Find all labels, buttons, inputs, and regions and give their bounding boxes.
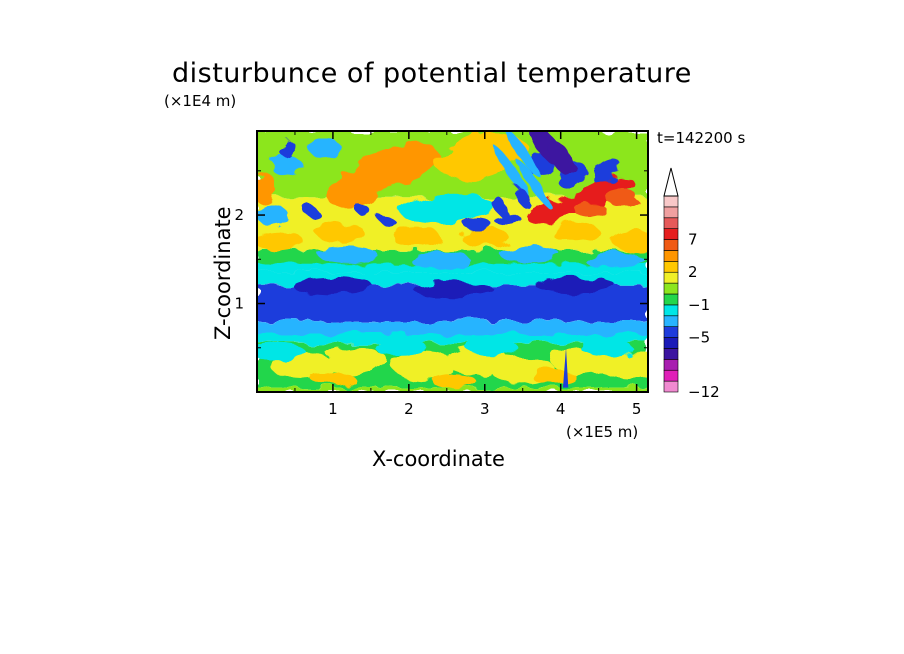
field-cell [545, 138, 576, 177]
field-cell [516, 159, 552, 209]
field-cell [612, 231, 648, 252]
field-cell [292, 277, 373, 294]
colorbar-segment [663, 315, 679, 327]
colorbar-segment [663, 304, 679, 317]
field-cell [323, 347, 388, 376]
field-band [257, 263, 648, 273]
y-axis-unit: (×1E4 m) [164, 92, 237, 110]
field-cell [257, 172, 277, 205]
colorbar: 7 2 −1 −5 −12 [663, 167, 720, 401]
field-cell [376, 213, 396, 226]
field-cell [318, 246, 379, 263]
field-cell [531, 369, 576, 384]
field-cell [592, 157, 621, 184]
x-axis-unit: (×1E5 m) [566, 423, 639, 441]
chart-title: disturbunce of potential temperature [172, 58, 692, 89]
contour-field [257, 131, 648, 392]
field-plume [562, 347, 569, 388]
colorbar-segment [663, 239, 679, 251]
x-tick-label: 4 [556, 400, 566, 418]
field-cell [466, 339, 519, 356]
field-cell [309, 138, 342, 159]
field-cell [409, 251, 470, 268]
field-cell [579, 176, 634, 201]
field-cell [310, 371, 355, 386]
field-cell [605, 189, 638, 206]
colorbar-label: 2 [688, 263, 698, 281]
field-cell [326, 168, 385, 209]
field-cell [257, 231, 304, 252]
field-cell [392, 351, 457, 380]
time-label: t=142200 s [657, 129, 746, 147]
field-cell [414, 282, 495, 299]
field-cell [575, 202, 608, 219]
colorbar-segment [663, 282, 679, 295]
colorbar-label: −12 [688, 383, 720, 401]
colorbar-segment [663, 195, 679, 208]
field-layers [257, 131, 648, 392]
field-cell [300, 204, 320, 217]
x-axis-label: X-coordinate [372, 447, 505, 471]
field-cell [580, 339, 633, 356]
y-axis-ticks: 12 [234, 170, 648, 349]
x-tick-label: 1 [328, 400, 338, 418]
colorbar-segment [663, 369, 679, 382]
field-cell [460, 227, 509, 248]
field-cell [257, 344, 306, 361]
y-tick-label: 1 [234, 295, 244, 313]
field-cell [414, 194, 495, 219]
colorbar-segment [663, 271, 679, 284]
colorbar-segment [663, 337, 679, 349]
colorbar-segment [663, 261, 679, 273]
field-cell [432, 374, 477, 389]
colorbar-label: −5 [688, 329, 710, 347]
colorbar-segment [663, 326, 679, 338]
colorbar-segment [663, 217, 679, 229]
field-cell [551, 222, 600, 243]
field-cell [271, 156, 304, 177]
plot-frame [256, 130, 649, 393]
field-cell [492, 195, 508, 218]
colorbar-extend-max [663, 167, 679, 197]
x-tick-label: 5 [632, 400, 642, 418]
field-cell [257, 205, 289, 226]
field-cell [375, 339, 428, 356]
field-band [257, 321, 648, 335]
field-cell [597, 351, 648, 380]
field-cell [493, 213, 522, 226]
colorbar-segment [663, 228, 679, 240]
field-cell [535, 277, 616, 294]
field-cell [583, 251, 644, 268]
field-band [257, 334, 648, 344]
colorbar-segment [663, 348, 679, 360]
field-band [257, 387, 648, 392]
field-cell [525, 198, 581, 223]
field-cell [505, 131, 541, 178]
field-cell [353, 204, 373, 217]
field-cell [514, 186, 531, 209]
field-cell [392, 227, 441, 248]
field-cell [379, 142, 438, 182]
colorbar-label: −1 [688, 296, 710, 314]
x-tick-label: 3 [480, 400, 490, 418]
field-cell [493, 146, 530, 196]
field-cell [280, 138, 295, 159]
field-cell [316, 222, 365, 243]
field-cell [463, 217, 492, 230]
colorbar-segment [663, 206, 679, 219]
x-axis-ticks: 1 2 3 4 5 [294, 131, 642, 418]
x-tick-label: 2 [404, 400, 414, 418]
colorbar-segment [663, 359, 679, 371]
colorbar-segment [663, 380, 679, 393]
colorbar-segment [663, 250, 679, 262]
colorbar-segment [663, 293, 679, 306]
y-tick-label: 2 [234, 206, 244, 224]
colorbar-label: 7 [688, 231, 698, 249]
field-cell [500, 246, 561, 263]
